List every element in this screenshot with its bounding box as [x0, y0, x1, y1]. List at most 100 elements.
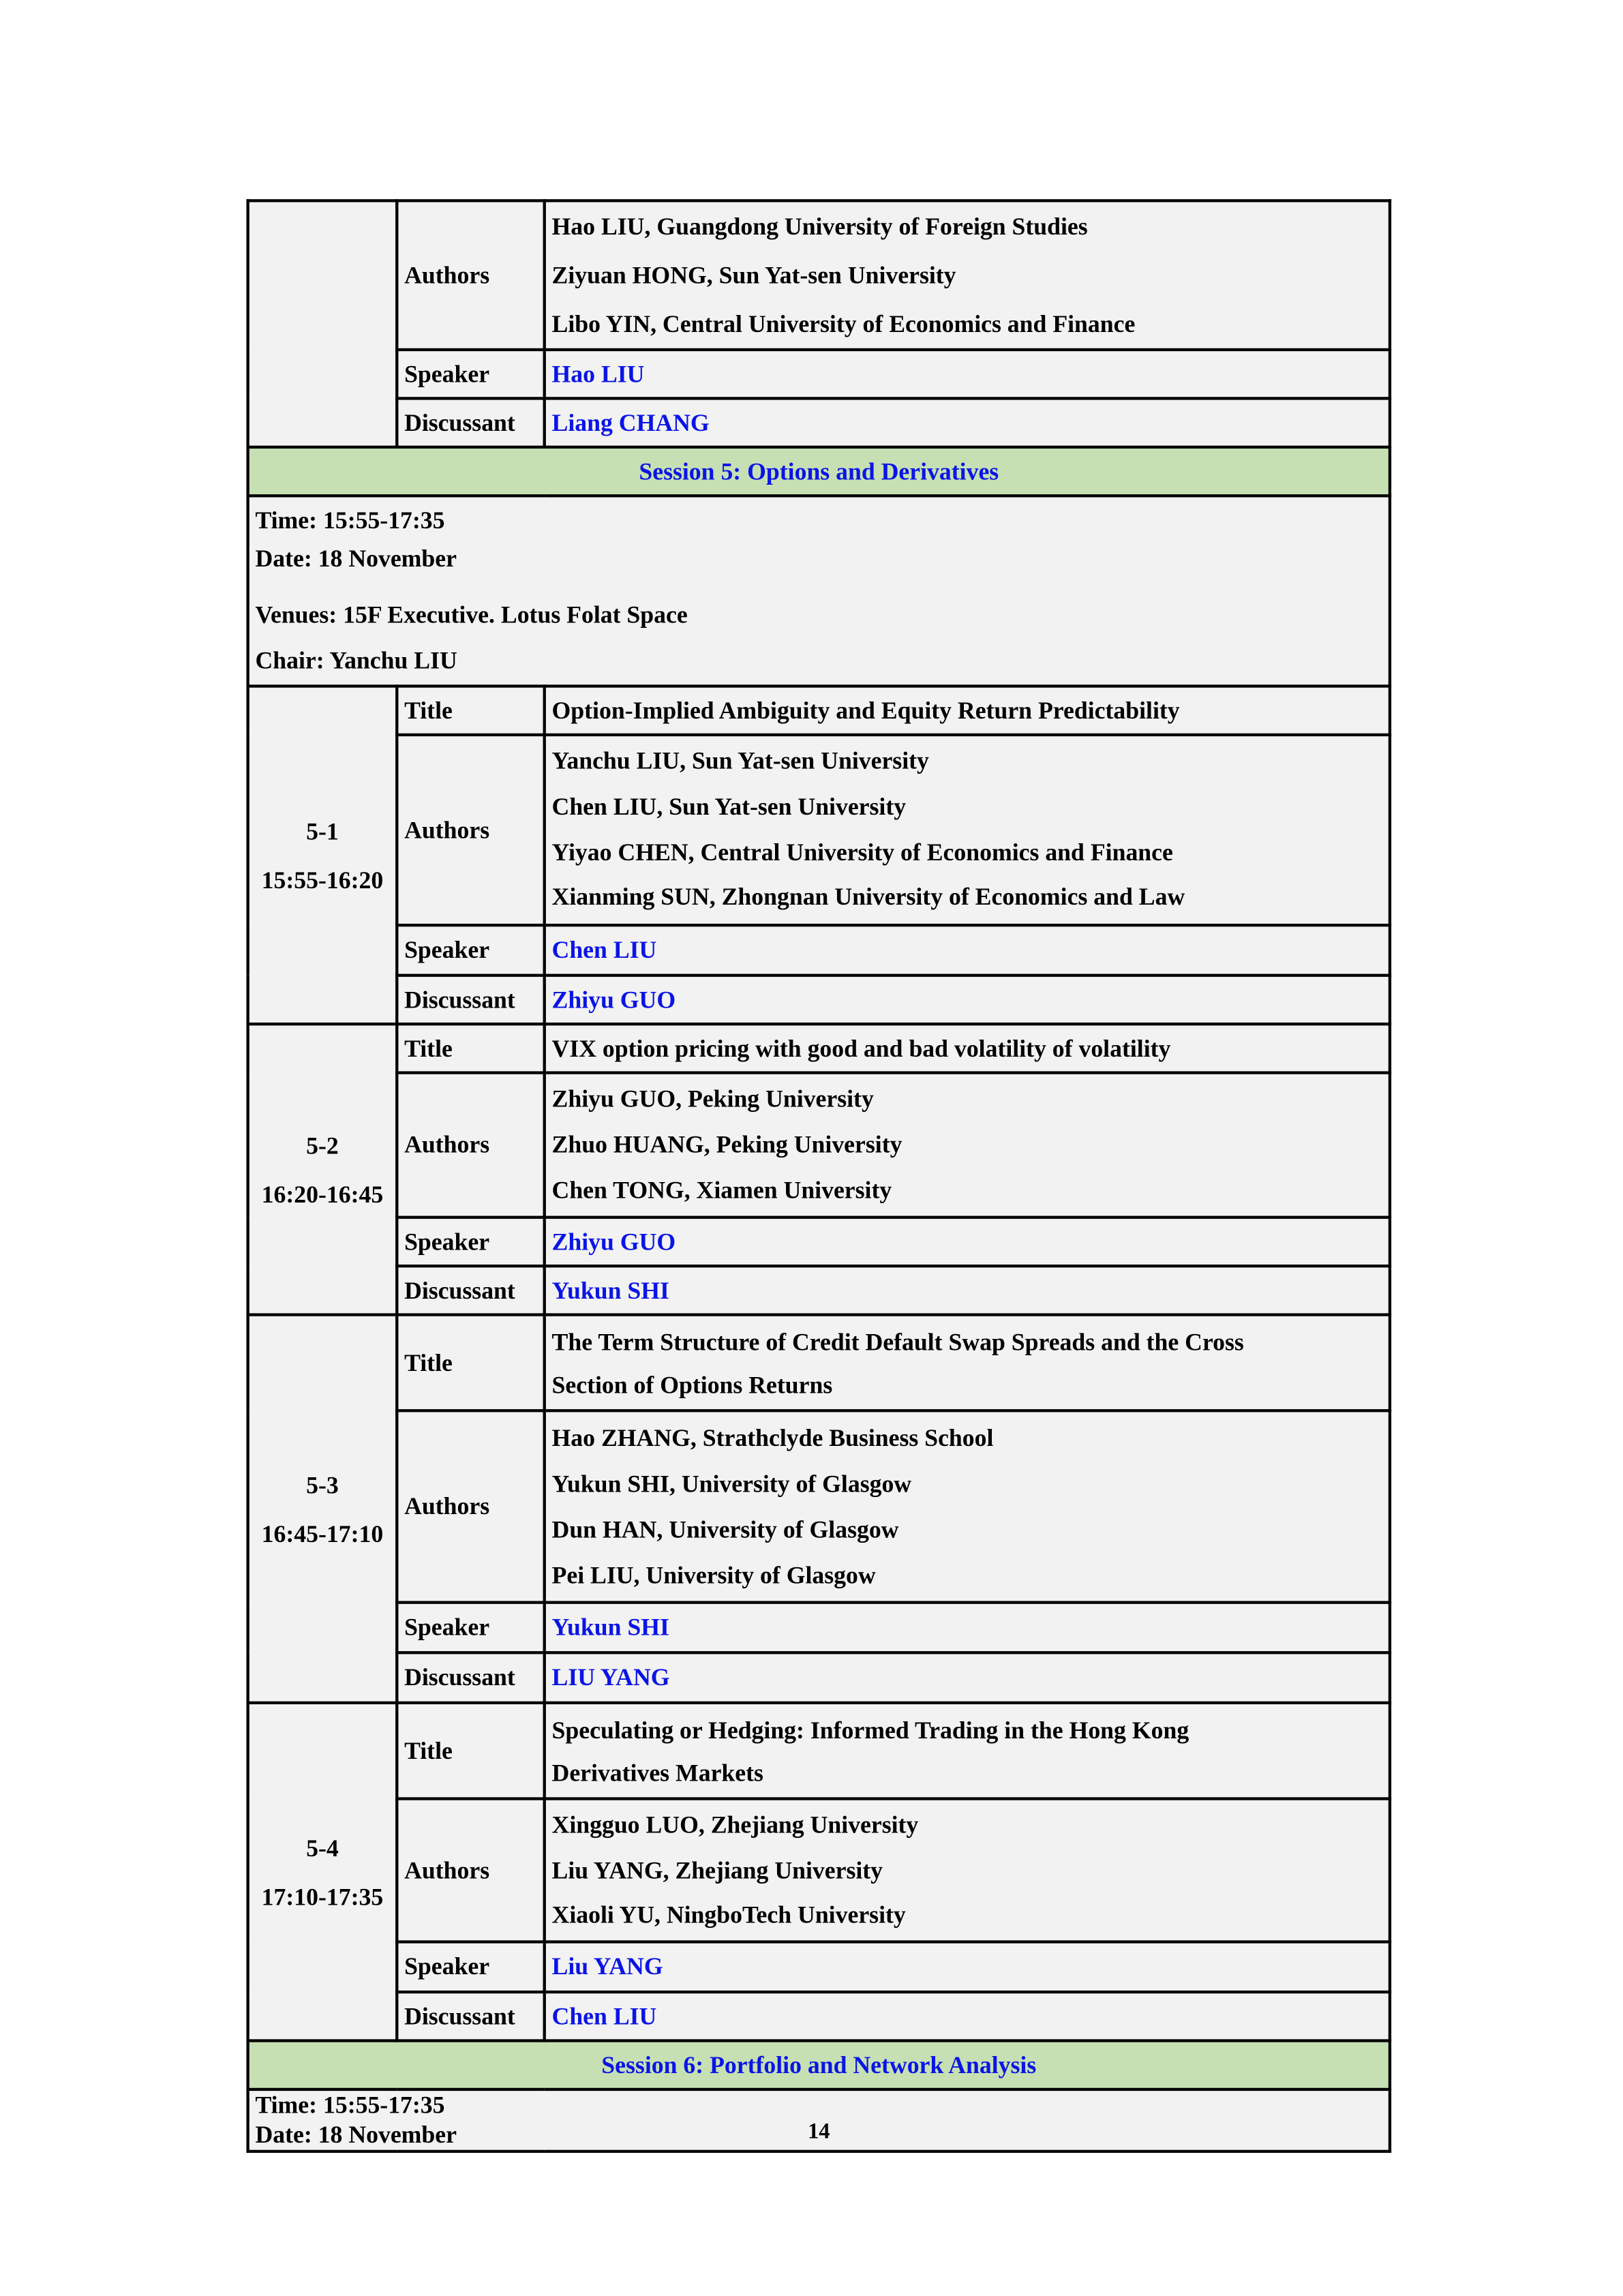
paper-id: 5-3: [306, 1470, 339, 1499]
speaker-label: Speaker: [404, 1952, 490, 1981]
author-line: Chen LIU, Sun Yat-sen University: [551, 792, 907, 821]
discussant-cell: Yukun SHI: [543, 1265, 1392, 1317]
title-cell: Option-Implied Ambiguity and Equity Retu…: [543, 684, 1392, 737]
session-date: Date: 18 November: [255, 544, 457, 573]
discussant-label: Discussant: [404, 408, 515, 436]
discussant-name: LIU YANG: [551, 1663, 670, 1692]
row-label: Speaker: [395, 348, 546, 400]
paper-time: 15:55-16:20: [261, 865, 384, 894]
time-date-line: Time: 15:55-17:35 Date: 18 November: [255, 2091, 1382, 2150]
authors-label: Authors: [404, 1492, 490, 1521]
row-label: Discussant: [395, 973, 546, 1026]
session-header: Session 5: Options and Derivatives: [246, 445, 1392, 498]
session-5-title: Session 5: Options and Derivatives: [639, 457, 999, 485]
title-label: Title: [404, 1736, 453, 1765]
discussant-label: Discussant: [404, 1663, 515, 1692]
authors-cell: Hao ZHANG, Strathclyde Business School Yu…: [543, 1409, 1392, 1605]
authors-label: Authors: [404, 260, 490, 289]
discussant-name: Chen LIU: [551, 2002, 657, 2030]
discussant-name: Liang CHANG: [551, 408, 710, 436]
table-row: Speaker Yukun SHI: [248, 1601, 1392, 1655]
row-label: Authors: [395, 734, 546, 927]
slot-cell: [246, 199, 399, 449]
author-line: Zhiyu GUO, Peking University: [551, 1085, 874, 1113]
discussant-name: Zhiyu GUO: [551, 985, 676, 1014]
row-label: Authors: [395, 1797, 546, 1944]
speaker-name: Chen LIU: [551, 935, 657, 965]
author-line: Zhuo HUANG, Peking University: [551, 1130, 902, 1158]
session-time: Time: 15:55-17:35: [255, 2091, 445, 2119]
speaker-label: Speaker: [404, 1227, 490, 1256]
paper-id: 5-2: [306, 1131, 339, 1160]
table-row: Authors Hao LIU, Guangdong University of …: [246, 199, 1392, 449]
author-line: Chen TONG, Xiamen University: [551, 1175, 892, 1204]
speaker-label: Speaker: [404, 1613, 490, 1642]
table-row: 5-4 17:10-17:35 Title Speculating or Hedgin…: [246, 1702, 1392, 2043]
speaker-name: Zhiyu GUO: [551, 1227, 676, 1256]
row-label: Discussant: [395, 1991, 546, 2043]
paper-title-line: Derivatives Markets: [551, 1758, 763, 1787]
author-line: Yukun SHI, University of Glasgow: [551, 1470, 912, 1498]
row-label: Discussant: [395, 1651, 546, 1705]
table-row: Authors Yanchu LIU, Sun Yat-sen Universit…: [248, 734, 1392, 927]
discussant-name: Yukun SHI: [551, 1275, 669, 1304]
author-line: Xiaoli YU, NingboTech University: [551, 1900, 906, 1929]
speaker-name: Hao LIU: [551, 359, 645, 388]
discussant-cell: Chen LIU: [543, 1991, 1392, 2043]
session-6-title: Session 6: Portfolio and Network Analysi…: [601, 2051, 1037, 2079]
author-line: Hao LIU, Guangdong University of Foreign…: [551, 212, 1088, 241]
author-line: Yiyao CHEN, Central University of Econom…: [551, 837, 1173, 866]
speaker-cell: Zhiyu GUO: [543, 1215, 1392, 1268]
program-table: Authors Hao LIU, Guangdong University of …: [246, 199, 1392, 2153]
table-row: Discussant Zhiyu GUO: [248, 973, 1392, 1026]
session-time: Time: 15:55-17:35: [255, 506, 445, 534]
table-row: Authors Zhiyu GUO, Peking University Zhuo …: [248, 1071, 1392, 1220]
title-label: Title: [404, 1348, 453, 1377]
discussant-label: Discussant: [404, 1275, 515, 1304]
speaker-cell: Hao LIU: [543, 348, 1392, 400]
table-row: Speaker Hao LIU: [248, 348, 1392, 400]
paper-slot: 5-4 17:10-17:35: [246, 1702, 399, 2043]
paper-id: 5-1: [306, 817, 339, 845]
author-line: Libo YIN, Central University of Economic…: [551, 309, 1136, 338]
paper-title-line: VIX option pricing with good and bad vol…: [551, 1033, 1171, 1062]
row-label: Authors: [395, 1409, 546, 1605]
title-cell: The Term Structure of Credit Default Swa…: [543, 1313, 1392, 1413]
authors-label: Authors: [404, 1130, 490, 1159]
session-info: Time: 15:55-17:35 Date: 18 November Venues…: [246, 494, 1392, 689]
speaker-cell: Liu YANG: [543, 1940, 1392, 1994]
row-label: Authors: [395, 199, 546, 352]
row-label: Discussant: [395, 397, 546, 449]
table-row: Time: 15:55-17:35 Date: 18 November Venues…: [246, 494, 1392, 689]
session-venue: Venues: 15F Executive. Lotus Folat Space: [255, 600, 688, 629]
table-row: Time: 15:55-17:35 Date: 18 November: [246, 2088, 1392, 2153]
page-number: 14: [808, 2120, 830, 2145]
table-row: Authors Xingguo LUO, Zhejiang University L…: [248, 1797, 1392, 1944]
authors-label: Authors: [404, 815, 490, 844]
author-line: Pei LIU, University of Glasgow: [551, 1561, 876, 1590]
row-label: Title: [395, 1023, 546, 1075]
author-line: Dun HAN, University of Glasgow: [551, 1515, 899, 1544]
title-cell: Speculating or Hedging: Informed Trading…: [543, 1702, 1392, 1801]
speaker-label: Speaker: [404, 359, 490, 388]
time-date-line: Time: 15:55-17:35 Date: 18 November: [255, 497, 1382, 591]
row-label: Speaker: [395, 1601, 546, 1655]
speaker-name: Liu YANG: [551, 1952, 663, 1981]
paper-title-line: Speculating or Hedging: Informed Trading…: [551, 1715, 1189, 1744]
authors-cell: Yanchu LIU, Sun Yat-sen University Chen L…: [543, 734, 1392, 927]
paper-time: 16:20-16:45: [261, 1179, 384, 1209]
authors-cell: Xingguo LUO, Zhejiang University Liu YANG…: [543, 1797, 1392, 1944]
row-label: Title: [395, 1702, 546, 1801]
session-info: Time: 15:55-17:35 Date: 18 November: [246, 2088, 1392, 2153]
discussant-label: Discussant: [404, 2002, 515, 2030]
paper-time: 17:10-17:35: [261, 1882, 384, 1911]
row-label: Speaker: [395, 924, 546, 978]
paper-title-line: Option-Implied Ambiguity and Equity Retu…: [551, 696, 1180, 725]
speaker-label: Speaker: [404, 935, 490, 965]
speaker-cell: Yukun SHI: [543, 1601, 1392, 1655]
authors-cell: Hao LIU, Guangdong University of Foreign…: [543, 199, 1392, 352]
table-row: 5-2 16:20-16:45 Title VIX option pricing wi…: [246, 1023, 1392, 1317]
author-line: Liu YANG, Zhejiang University: [551, 1855, 883, 1884]
table-row: Discussant LIU YANG: [248, 1651, 1392, 1705]
